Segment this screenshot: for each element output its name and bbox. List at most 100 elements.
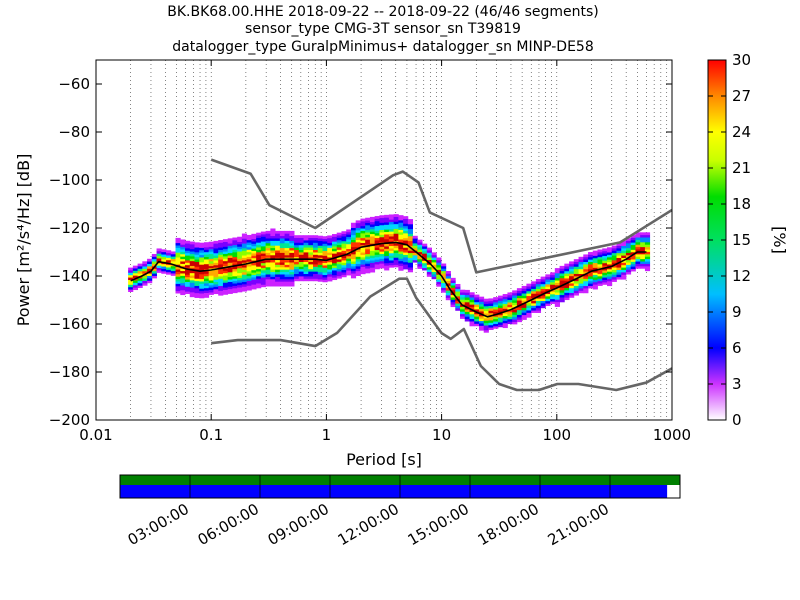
heatmap-cell bbox=[384, 258, 390, 261]
heatmap-cell bbox=[393, 218, 399, 222]
heatmap-cell bbox=[327, 240, 333, 244]
heatmap-cell bbox=[256, 244, 262, 248]
heatmap-cell bbox=[426, 274, 432, 277]
heatmap-cell bbox=[180, 275, 186, 279]
heatmap-cell bbox=[355, 261, 361, 264]
heatmap-cell bbox=[270, 250, 276, 253]
heatmap-cell bbox=[644, 265, 651, 269]
heatmap-cell bbox=[180, 261, 186, 264]
heatmap-cell bbox=[431, 257, 437, 261]
heatmap-cell bbox=[298, 237, 304, 241]
heatmap-cell bbox=[497, 310, 504, 313]
heatmap-cell bbox=[256, 247, 262, 250]
heatmap-cell bbox=[611, 259, 617, 263]
heatmap-cell bbox=[393, 264, 399, 268]
heatmap-cell bbox=[170, 273, 176, 276]
heatmap-cell bbox=[350, 265, 357, 269]
heatmap-cell bbox=[540, 291, 546, 294]
heatmap-cell bbox=[592, 272, 598, 276]
heatmap-cell bbox=[588, 268, 594, 272]
heatmap-cell bbox=[251, 279, 257, 283]
heatmap-cell bbox=[251, 236, 257, 240]
heatmap-cell bbox=[350, 256, 357, 260]
heatmap-cell bbox=[275, 230, 281, 234]
heatmap-cell bbox=[289, 245, 295, 249]
heatmap-cell bbox=[175, 276, 181, 280]
heatmap-cell bbox=[289, 264, 295, 268]
heatmap-cell bbox=[597, 249, 603, 253]
heatmap-cell bbox=[246, 244, 252, 248]
heatmap-cell bbox=[180, 289, 186, 293]
heatmap-cell bbox=[175, 261, 181, 265]
heatmap-cell bbox=[275, 271, 281, 275]
heatmap-cell bbox=[222, 287, 229, 290]
heatmap-cell bbox=[407, 238, 413, 242]
heatmap-cell bbox=[360, 252, 366, 255]
heatmap-cell bbox=[441, 285, 447, 288]
heatmap-cell bbox=[516, 288, 523, 291]
heatmap-cell bbox=[502, 303, 508, 307]
heatmap-cell bbox=[365, 220, 371, 223]
heatmap-cell bbox=[260, 255, 267, 259]
heatmap-cell bbox=[350, 244, 357, 248]
heatmap-cell bbox=[346, 241, 352, 245]
heatmap-cell bbox=[355, 234, 361, 238]
heatmap-cell bbox=[237, 246, 243, 250]
heatmap-cell bbox=[327, 266, 333, 270]
heatmap-cell bbox=[640, 263, 646, 267]
heatmap-cell bbox=[564, 268, 570, 272]
heatmap-cell bbox=[355, 229, 361, 233]
heatmap-cell bbox=[180, 244, 186, 248]
heatmap-cell bbox=[175, 273, 181, 277]
heatmap-cell bbox=[331, 265, 338, 269]
heatmap-cell bbox=[474, 297, 480, 300]
heatmap-cell bbox=[441, 280, 447, 284]
heatmap-cell bbox=[398, 251, 404, 254]
colorbar-tick-label: 24 bbox=[732, 123, 751, 141]
heatmap-cell bbox=[379, 258, 385, 262]
heatmap-cell bbox=[502, 322, 508, 326]
heatmap-cell bbox=[203, 242, 210, 246]
heatmap-cell bbox=[497, 295, 504, 299]
heatmap-cell bbox=[317, 247, 323, 251]
heatmap-cell bbox=[531, 288, 537, 292]
heatmap-cell bbox=[474, 323, 480, 327]
heatmap-cell bbox=[279, 252, 285, 256]
heatmap-cell bbox=[194, 295, 200, 298]
heatmap-cell bbox=[554, 280, 560, 283]
heatmap-cell bbox=[308, 254, 314, 258]
x-axis-ticks: 0.01 0.1 1 10 100 1000 bbox=[79, 60, 691, 444]
heatmap-cell bbox=[507, 304, 513, 308]
heatmap-cell bbox=[360, 266, 366, 270]
heatmap-cell bbox=[644, 268, 651, 272]
heatmap-cell bbox=[208, 277, 214, 281]
mode-curve bbox=[130, 241, 647, 318]
heatmap-cell bbox=[275, 266, 281, 270]
heatmap-cell bbox=[185, 291, 191, 294]
heatmap-cell bbox=[313, 256, 319, 260]
heatmap-cell bbox=[194, 261, 200, 265]
heatmap-cell bbox=[336, 251, 342, 255]
heatmap-cell bbox=[512, 299, 518, 303]
heatmap-cell bbox=[298, 240, 304, 243]
heatmap-cell bbox=[303, 247, 309, 250]
heatmap-cell bbox=[317, 235, 323, 239]
heatmap-cell bbox=[256, 261, 262, 265]
heatmap-cell bbox=[341, 274, 347, 278]
heatmap-cell bbox=[237, 287, 243, 290]
heatmap-cell bbox=[350, 225, 357, 228]
heatmap-cell bbox=[284, 269, 290, 273]
heatmap-cell bbox=[128, 274, 134, 278]
heatmap-cell bbox=[208, 282, 214, 286]
heatmap-cell bbox=[180, 256, 186, 260]
heatmap-cell bbox=[564, 294, 570, 298]
heatmap-cell bbox=[218, 242, 224, 246]
heatmap-cell bbox=[635, 256, 641, 260]
heatmap-cell bbox=[426, 266, 432, 270]
heatmap-cell bbox=[218, 259, 224, 263]
heatmap-cell bbox=[355, 239, 361, 243]
heatmap-cell bbox=[222, 289, 229, 293]
heatmap-cell bbox=[194, 290, 200, 294]
heatmap-cell bbox=[597, 280, 603, 284]
heatmap-cell bbox=[445, 282, 451, 286]
